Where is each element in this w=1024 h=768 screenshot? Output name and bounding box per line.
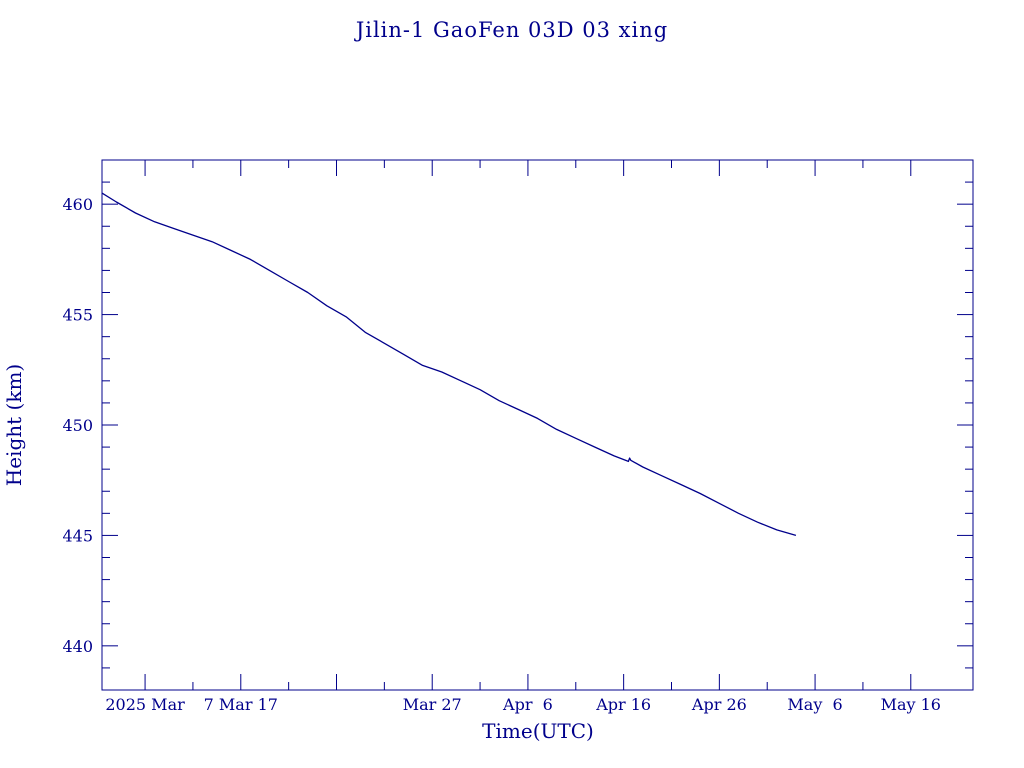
plot-frame (101, 159, 974, 691)
x-tick-label: Apr 26 (691, 695, 747, 714)
y-tick-labels: 440 445 450 455 460 (62, 195, 93, 656)
x-axis-label: Time(UTC) (482, 719, 594, 743)
x-tick-label: May 16 (881, 695, 941, 714)
x-tick-label: 2025 Mar (105, 695, 185, 714)
y-tick-label: 450 (62, 416, 93, 435)
x-tick-label: Mar 27 (403, 695, 462, 714)
x-tick-label: Apr 16 (595, 695, 651, 714)
y-tick-label: 460 (62, 195, 93, 214)
x-tick-label: 7 Mar 17 (204, 695, 278, 714)
y-tick-label: 440 (62, 637, 93, 656)
chart-title: Jilin-1 GaoFen 03D 03 xing (354, 18, 668, 42)
y-tick-label: 445 (62, 526, 93, 545)
y-axis-label: Height (km) (2, 364, 26, 486)
x-tick-label: Apr 6 (502, 695, 553, 714)
axis-ticks (102, 159, 973, 691)
y-tick-label: 455 (62, 306, 93, 325)
x-tick-label: May 6 (787, 695, 842, 714)
x-tick-labels: 2025 Mar 7 Mar 17 Mar 27 Apr 6 Apr 16 Apr 26 M… (105, 695, 941, 714)
height-series-line (101, 192, 797, 537)
